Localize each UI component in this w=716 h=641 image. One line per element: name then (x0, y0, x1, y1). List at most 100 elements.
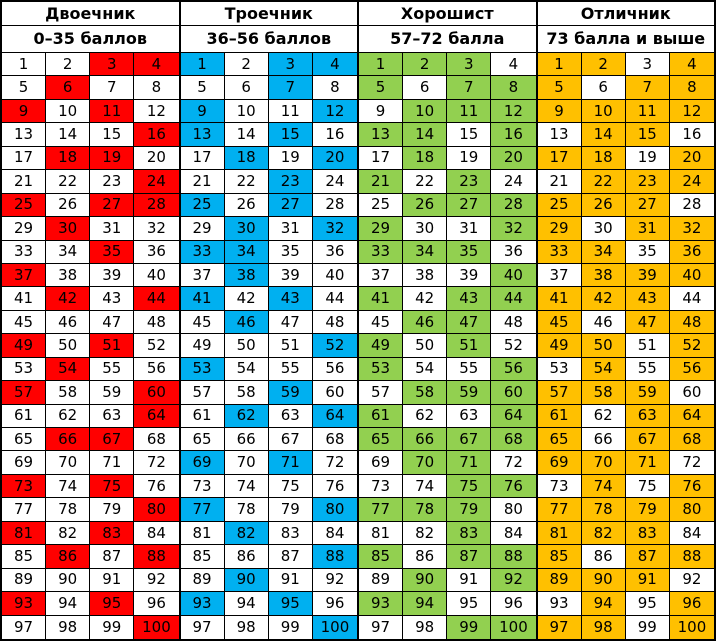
score-cell: 99 (626, 615, 670, 639)
score-grid-khoroshist: 1 2 3 4 5 6 7 8 9 10 11 12 13 14 15 16 17 18 19 20 21 22 23 24 2… (359, 53, 536, 639)
score-cell: 24 (669, 170, 714, 194)
score-cell: 96 (669, 592, 714, 616)
score-cell: 91 (447, 568, 492, 593)
score-cell: 75 (447, 474, 492, 499)
score-cell: 28 (312, 194, 357, 218)
score-cell: 41 (537, 287, 582, 311)
score-cell: 9 (537, 99, 582, 124)
score-cell: 34 (224, 240, 269, 264)
score-cell: 20 (491, 146, 536, 171)
score-cell: 67 (268, 428, 313, 452)
score-cell: 4 (134, 53, 179, 77)
score-cell: 62 (581, 404, 626, 429)
score-cell: 90 (581, 568, 626, 593)
score-cell: 49 (2, 334, 47, 358)
score-cell: 50 (224, 334, 269, 358)
score-cell: 78 (403, 498, 448, 522)
score-cell: 81 (2, 521, 47, 546)
score-cell: 93 (180, 592, 225, 616)
score-cell: 82 (403, 521, 448, 546)
score-cell: 32 (491, 217, 536, 241)
score-cell: 7 (268, 76, 313, 100)
score-cell: 23 (447, 170, 492, 194)
score-cell: 50 (403, 334, 448, 358)
score-cell: 62 (46, 404, 91, 429)
score-cell: 59 (90, 381, 135, 405)
score-cell: 29 (359, 217, 404, 241)
score-cell: 2 (403, 53, 448, 77)
score-cell: 24 (312, 170, 357, 194)
score-cell: 22 (224, 170, 269, 194)
score-cell: 8 (491, 76, 536, 100)
score-cell: 12 (669, 99, 714, 124)
score-cell: 41 (2, 287, 47, 311)
score-cell: 46 (224, 310, 269, 335)
score-cell: 84 (669, 522, 714, 546)
score-cell: 66 (224, 428, 269, 452)
score-cell: 70 (46, 451, 91, 475)
score-cell: 37 (359, 263, 404, 288)
score-cell: 65 (537, 428, 582, 452)
score-cell: 13 (180, 123, 225, 147)
score-cell: 26 (581, 193, 626, 218)
score-cell: 26 (224, 193, 269, 218)
score-cell: 48 (134, 311, 179, 335)
score-cell: 54 (46, 357, 91, 382)
score-cell: 65 (2, 428, 47, 452)
score-cell: 53 (537, 357, 582, 382)
score-cell: 10 (403, 99, 448, 124)
score-cell: 17 (2, 146, 47, 171)
score-cell: 92 (312, 569, 357, 593)
score-cell: 63 (625, 404, 670, 429)
group-khoroshist: Хорошист 57–72 балла 1 2 3 4 5 6 7 8 9 10 11 12 13 14… (357, 2, 536, 639)
score-cell: 28 (669, 194, 714, 218)
score-cell: 93 (2, 592, 47, 616)
score-cell: 77 (537, 498, 582, 522)
score-cell: 36 (669, 240, 714, 264)
score-cell: 11 (625, 99, 670, 124)
score-cell: 87 (447, 545, 492, 569)
score-cell: 39 (90, 263, 135, 288)
group-title-troechnik: Троечник (180, 2, 357, 26)
score-cell: 33 (537, 240, 582, 264)
score-cell: 42 (403, 287, 448, 311)
score-cell: 81 (359, 521, 404, 546)
score-cell: 9 (180, 99, 225, 124)
score-cell: 23 (625, 170, 670, 194)
score-cell: 31 (268, 217, 313, 241)
score-grid-otlichnik: 1 2 3 4 5 6 7 8 9 10 11 12 13 14 15 16 17 18 19 20 21 22 23 24 2… (537, 53, 714, 639)
score-cell: 2 (46, 53, 91, 77)
score-cell: 20 (312, 146, 357, 171)
score-cell: 73 (537, 474, 582, 499)
score-cell: 89 (2, 568, 47, 593)
score-cell: 12 (491, 99, 536, 124)
score-cell: 74 (581, 474, 626, 499)
score-cell: 68 (669, 428, 714, 452)
score-cell: 43 (625, 287, 670, 311)
score-cell: 79 (268, 498, 313, 522)
score-cell: 31 (90, 217, 135, 241)
score-cell: 20 (669, 146, 714, 171)
score-cell: 25 (2, 193, 47, 218)
score-cell: 27 (90, 193, 135, 218)
score-cell: 59 (625, 381, 670, 405)
score-cell: 52 (312, 334, 357, 358)
score-cell: 8 (312, 76, 357, 100)
score-cell: 23 (90, 170, 135, 194)
score-cell: 51 (447, 334, 492, 358)
score-cell: 77 (180, 498, 225, 522)
score-cell: 48 (312, 311, 357, 335)
score-cell: 73 (180, 474, 225, 499)
score-cell: 87 (268, 545, 313, 569)
score-cell: 62 (224, 404, 269, 429)
score-cell: 49 (537, 334, 582, 358)
score-cell: 40 (134, 264, 179, 288)
score-cell: 100 (134, 615, 179, 639)
score-cell: 97 (537, 615, 582, 639)
score-cell: 40 (312, 264, 357, 288)
score-cell: 93 (359, 592, 404, 616)
score-cell: 79 (447, 498, 492, 522)
score-cell: 37 (180, 263, 225, 288)
score-cell: 58 (403, 381, 448, 405)
